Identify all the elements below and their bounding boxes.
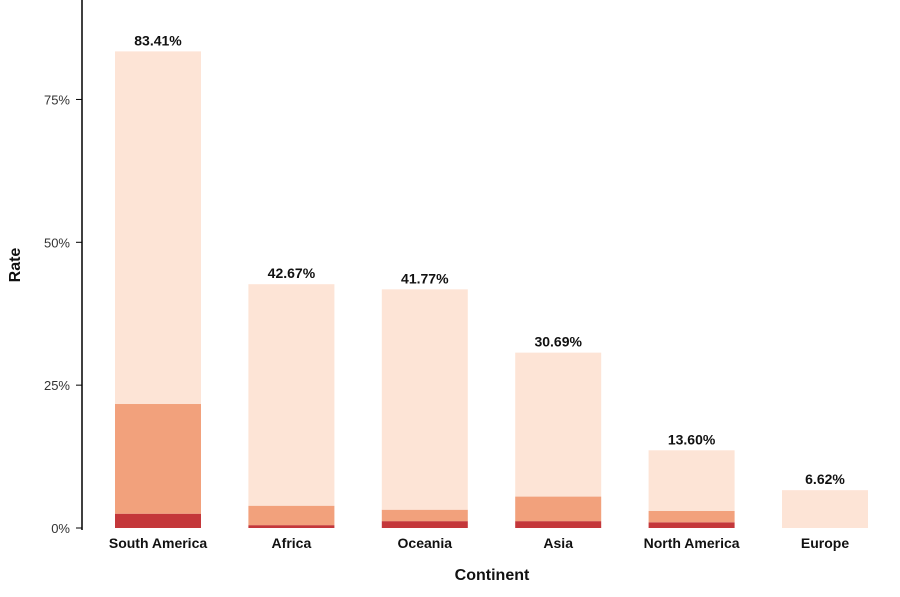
bar-segment	[115, 404, 201, 514]
bar-segment	[248, 284, 335, 506]
y-axis-title: Rate	[7, 248, 24, 283]
bar-segment	[381, 289, 468, 510]
x-axis-title: Continent	[455, 567, 530, 584]
bar-segment	[515, 521, 602, 528]
bar-segment	[381, 509, 468, 522]
bar-segment	[782, 490, 868, 528]
x-axis-tick-labels: South America Africa Oceania Asia North Amer…	[109, 535, 849, 551]
bar-segment	[115, 513, 201, 528]
bar-segment	[515, 352, 602, 497]
bar-total-labels: 83.41% 42.67% 41.77% 30.69% 13.60% 6.62%	[134, 32, 845, 487]
x-tick-label: Oceania	[398, 535, 453, 551]
y-tick-label: 25%	[44, 378, 70, 393]
bars-group	[115, 51, 868, 528]
x-tick-label: North America	[644, 535, 740, 551]
bar-segment	[248, 525, 335, 528]
y-axis-ticks: 0% 25% 50% 75%	[44, 92, 82, 536]
bar-total-label: 30.69%	[534, 334, 582, 350]
x-tick-label: Asia	[543, 535, 573, 551]
bar-total-label: 83.41%	[134, 32, 182, 48]
y-tick-label: 50%	[44, 235, 70, 250]
bar-total-label: 13.60%	[668, 431, 716, 447]
x-tick-label: South America	[109, 535, 207, 551]
bar-segment	[381, 521, 468, 528]
bar-segment	[648, 510, 735, 523]
bar-total-label: 6.62%	[805, 471, 845, 487]
y-tick-label: 0%	[51, 521, 70, 536]
bar-total-label: 42.67%	[268, 265, 316, 281]
bar-segment	[515, 496, 602, 522]
bar-segment	[648, 522, 735, 528]
x-tick-label: Africa	[272, 535, 312, 551]
bar-segment	[115, 51, 201, 405]
bar-segment	[248, 505, 335, 526]
x-tick-label: Europe	[801, 535, 849, 551]
y-tick-label: 75%	[44, 92, 70, 107]
bar-total-label: 41.77%	[401, 270, 449, 286]
bar-segment	[648, 450, 735, 511]
